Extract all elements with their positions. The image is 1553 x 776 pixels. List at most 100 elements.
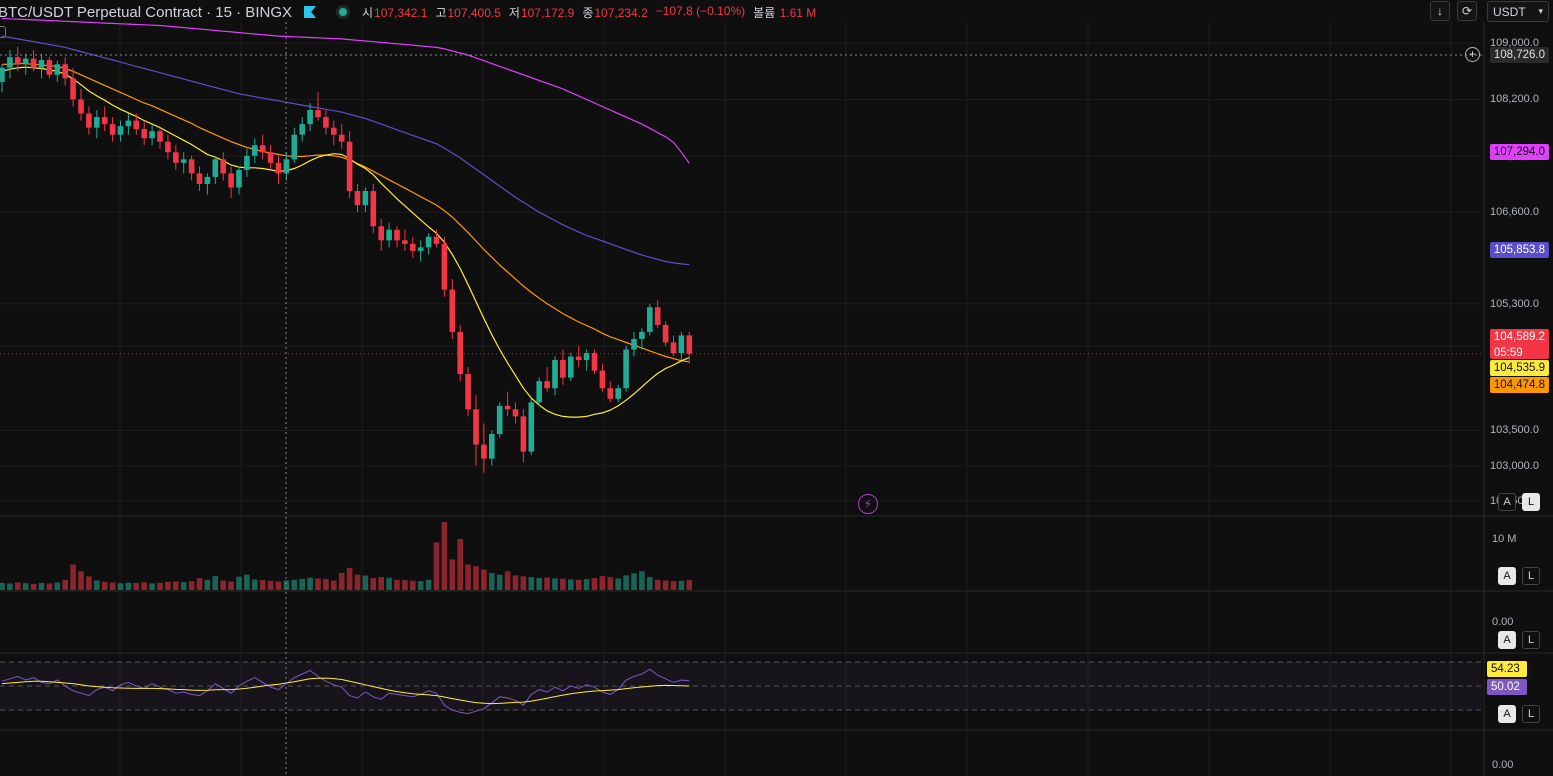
rsi-auto-scale-button[interactable]: A bbox=[1498, 705, 1516, 723]
volume-bar bbox=[0, 582, 5, 590]
volume-axis-bottom: 0.00 bbox=[1492, 616, 1514, 628]
candle bbox=[678, 331, 685, 361]
candle-body bbox=[639, 331, 645, 339]
volume-bar bbox=[117, 583, 124, 590]
candle bbox=[259, 134, 266, 160]
volume-bar bbox=[149, 583, 155, 590]
lightning-icon[interactable]: ⚡ bbox=[858, 494, 878, 514]
auto-scale-button[interactable]: A bbox=[1498, 493, 1516, 511]
candle-body bbox=[583, 353, 590, 361]
candle-body bbox=[528, 402, 535, 452]
last-price-label: 104,589.2 05:59 bbox=[1489, 329, 1549, 359]
candle bbox=[252, 138, 258, 163]
volume-bar bbox=[259, 580, 266, 590]
pane-handle-icon[interactable] bbox=[0, 26, 6, 38]
volume-bar bbox=[38, 583, 45, 590]
volume-bar bbox=[94, 580, 100, 590]
candle bbox=[173, 145, 179, 170]
volume-bar bbox=[575, 579, 582, 590]
symbol-title[interactable]: BTC/USDT Perpetual Contract · 15 · BINGX bbox=[0, 3, 292, 21]
candle bbox=[441, 236, 448, 297]
candle-body bbox=[259, 145, 266, 153]
candle-body bbox=[378, 226, 384, 241]
volume-bar bbox=[62, 579, 68, 590]
price-axis-tick: 108,200.0 bbox=[1490, 93, 1539, 106]
volume-bar bbox=[489, 573, 495, 590]
candle-body bbox=[109, 124, 116, 135]
volume-bar bbox=[46, 583, 53, 590]
volume-bar bbox=[267, 580, 274, 590]
volume-log-scale-button[interactable]: L bbox=[1522, 567, 1540, 585]
volume-bar bbox=[473, 566, 479, 590]
change-value: −107.8 (−0.10%) bbox=[655, 3, 746, 18]
volume-bar bbox=[141, 582, 147, 590]
candle bbox=[346, 131, 353, 199]
candle-body bbox=[441, 243, 448, 290]
candle bbox=[394, 226, 400, 248]
candle-body bbox=[662, 324, 669, 343]
volume-bar bbox=[662, 580, 669, 590]
plus-icon[interactable]: + bbox=[1465, 47, 1480, 62]
volume-bar bbox=[465, 564, 471, 590]
volume-bar bbox=[615, 578, 621, 590]
close-label: 종 bbox=[582, 5, 594, 20]
moving-average-lines bbox=[1, 17, 690, 418]
candle bbox=[315, 92, 321, 121]
candle bbox=[568, 353, 574, 382]
candle-body bbox=[315, 110, 321, 118]
candle-body bbox=[196, 173, 203, 184]
pane3-log-scale-button[interactable]: L bbox=[1522, 631, 1540, 649]
currency-select[interactable]: USDT ▾ bbox=[1487, 1, 1549, 22]
volume-bar bbox=[315, 578, 321, 590]
candle-body bbox=[560, 360, 566, 378]
flag-icon[interactable] bbox=[304, 6, 316, 18]
ma20-price-label: 104,535.9 bbox=[1489, 360, 1549, 376]
candle bbox=[141, 122, 147, 146]
log-scale-button[interactable]: L bbox=[1522, 493, 1540, 511]
compare-icon[interactable]: ⟳ bbox=[1457, 1, 1477, 21]
volume-bar bbox=[623, 575, 629, 590]
pane3-auto-scale-button[interactable]: A bbox=[1498, 631, 1516, 649]
candle bbox=[109, 117, 116, 142]
candle-body bbox=[457, 331, 463, 375]
candle-body bbox=[228, 173, 234, 188]
volume-bar bbox=[647, 577, 653, 590]
candle bbox=[212, 155, 219, 184]
candle-body bbox=[338, 134, 345, 142]
rsi-log-scale-button[interactable]: L bbox=[1522, 705, 1540, 723]
volume-auto-scale-button[interactable]: A bbox=[1498, 567, 1516, 585]
candle bbox=[46, 57, 53, 79]
candle bbox=[410, 236, 416, 258]
candle bbox=[204, 173, 211, 195]
volume-bar bbox=[568, 579, 574, 590]
arrow-down-icon[interactable]: ↓ bbox=[1430, 1, 1450, 21]
candle bbox=[544, 367, 550, 392]
candle-body bbox=[362, 191, 369, 206]
candle-body bbox=[410, 243, 416, 251]
volume-bar bbox=[378, 577, 384, 590]
volume-bar bbox=[157, 582, 163, 590]
high-value: 107,400.5 bbox=[447, 5, 501, 20]
candle bbox=[86, 106, 92, 135]
volume-bar bbox=[165, 581, 171, 590]
candle bbox=[686, 331, 693, 364]
candle-body bbox=[354, 191, 361, 206]
volume-bar bbox=[252, 579, 258, 590]
volume-bar bbox=[607, 577, 614, 590]
candle-body bbox=[623, 349, 629, 389]
candle bbox=[133, 113, 140, 135]
volume-bar bbox=[481, 569, 487, 590]
open-label: 시 bbox=[362, 5, 374, 20]
volume-bar bbox=[244, 574, 250, 590]
rsi-value-label: 54.23 bbox=[1487, 661, 1527, 677]
candle bbox=[670, 335, 677, 357]
volume-bar bbox=[220, 580, 226, 590]
volume-bar bbox=[496, 574, 503, 590]
candle-body bbox=[331, 127, 337, 135]
candle-body bbox=[346, 141, 353, 192]
candle-body bbox=[117, 126, 124, 135]
candle-body bbox=[101, 117, 108, 125]
volume-bar bbox=[15, 582, 21, 590]
candle bbox=[188, 155, 195, 181]
